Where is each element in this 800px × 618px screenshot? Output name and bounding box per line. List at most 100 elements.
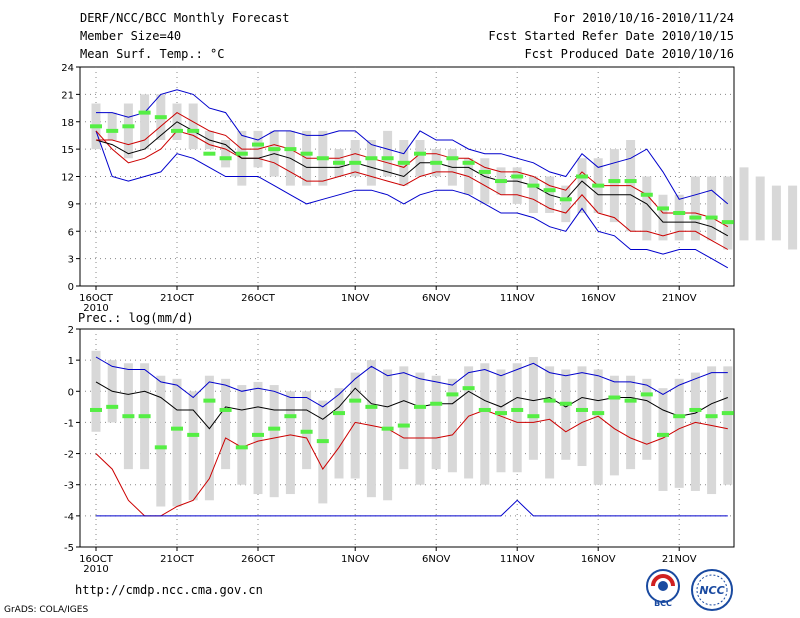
temp-spread-box bbox=[674, 194, 684, 241]
temp-ensemble-mean-marker bbox=[640, 192, 653, 197]
temp-xtick-label: 2010 bbox=[83, 303, 108, 314]
temp-ensemble-mean-marker bbox=[414, 151, 426, 156]
source-url[interactable]: http://cmdp.ncc.cma.gov.cn bbox=[75, 583, 263, 597]
temp-line-p90 bbox=[95, 130, 729, 250]
temp-ensemble-mean-marker bbox=[333, 160, 345, 165]
temp-spread-box bbox=[350, 140, 360, 177]
prec-ensemble-mean-marker bbox=[511, 407, 524, 412]
prec-spread-box bbox=[658, 388, 668, 491]
prec-spread-box bbox=[415, 372, 425, 485]
temp-ensemble-mean-marker bbox=[138, 110, 151, 115]
forecast-period: For 2010/10/16-2010/11/24 bbox=[553, 11, 734, 25]
prec-ensemble-mean-marker bbox=[187, 432, 200, 437]
temp-ensemble-mean-marker bbox=[284, 147, 297, 152]
temp-ensemble-mean-marker bbox=[446, 156, 459, 161]
prec-line-lower bbox=[95, 409, 728, 517]
temp-spread-box bbox=[512, 167, 522, 204]
temp-xtick-label: 16NOV bbox=[581, 293, 616, 304]
temp-ensemble-mean-marker bbox=[495, 179, 507, 184]
prec-spread-box bbox=[707, 366, 717, 495]
prec-ensemble-mean-marker bbox=[397, 423, 410, 428]
prec-ensemble-mean-marker bbox=[203, 398, 216, 403]
temp-xtick-label: 6NOV bbox=[422, 293, 451, 304]
prec-ensemble-mean-marker bbox=[349, 398, 362, 403]
prec-xtick-label: 11NOV bbox=[500, 554, 535, 565]
prec-spread-box bbox=[561, 369, 571, 460]
prec-spread-box bbox=[318, 400, 328, 504]
temp-xtick-label: 1NOV bbox=[341, 293, 370, 304]
temp-line-min bbox=[96, 89, 729, 205]
temp-ensemble-mean-marker bbox=[106, 128, 119, 133]
forecast-produced-date: Fcst Produced Date 2010/10/16 bbox=[524, 47, 734, 61]
prec-ensemble-mean-marker bbox=[559, 401, 572, 406]
prec-ensemble-mean-marker bbox=[689, 407, 702, 412]
temp-ensemble-mean-marker bbox=[90, 124, 102, 129]
prec-ensemble-mean-marker bbox=[527, 414, 540, 419]
prec-ytick-label: -5 bbox=[64, 543, 74, 554]
temp-spread-box bbox=[755, 176, 765, 241]
temp-spread-box bbox=[123, 103, 133, 159]
ncc-logo-text: NCC bbox=[699, 584, 724, 597]
prec-ensemble-mean-marker bbox=[657, 432, 669, 437]
grads-credit: GrADS: COLA/IGES bbox=[4, 605, 89, 615]
temp-ensemble-mean-marker bbox=[300, 151, 313, 156]
prec-spread-box bbox=[642, 378, 652, 460]
temp-ensemble-mean-marker bbox=[624, 179, 637, 184]
prec-ensemble-mean-marker bbox=[268, 426, 281, 431]
temp-ytick-label: 15 bbox=[61, 145, 74, 156]
temp-ensemble-mean-marker bbox=[154, 115, 167, 120]
prec-ensemble-mean-marker bbox=[721, 411, 734, 416]
prec-ensemble-mean-marker bbox=[462, 386, 475, 391]
chart-title: DERF/NCC/BCC Monthly Forecast bbox=[80, 11, 290, 25]
temp-xtick-label: 16OCT bbox=[79, 293, 114, 304]
prec-ensemble-mean-marker bbox=[673, 414, 686, 419]
temp-spread-box bbox=[577, 158, 587, 213]
forecast-started-date: Fcst Started Refer Date 2010/10/15 bbox=[488, 29, 734, 43]
temp-spread-box bbox=[561, 185, 571, 223]
prec-ensemble-mean-marker bbox=[414, 404, 426, 409]
prec-ensemble-mean-marker bbox=[252, 432, 264, 437]
prec-spread-box bbox=[204, 375, 214, 501]
bcc-logo-text: BCC bbox=[654, 599, 672, 608]
temp-line-max bbox=[95, 130, 729, 269]
temp-spread-box bbox=[658, 194, 668, 241]
prec-ensemble-mean-marker bbox=[138, 414, 151, 419]
prec-ensemble-mean-marker bbox=[154, 445, 167, 450]
prec-spread-box bbox=[512, 363, 522, 473]
temp-ytick-label: 24 bbox=[61, 63, 74, 74]
temp-spread-box bbox=[707, 176, 717, 241]
prec-spread-box bbox=[674, 378, 684, 488]
prec-spread-box bbox=[431, 375, 441, 470]
prec-xtick-label: 26OCT bbox=[241, 554, 276, 565]
temp-ensemble-mean-marker bbox=[592, 183, 605, 188]
temp-ensemble-mean-marker bbox=[430, 160, 443, 165]
temp-ytick-label: 9 bbox=[68, 200, 74, 211]
prec-ytick-label: -3 bbox=[64, 481, 74, 492]
prec-ensemble-mean-marker bbox=[316, 439, 329, 444]
prec-spread-box bbox=[334, 388, 344, 479]
temp-ensemble-mean-marker bbox=[365, 156, 378, 161]
temp-spread-box bbox=[690, 176, 700, 241]
prec-spread-box bbox=[285, 391, 295, 495]
prec-spread-box bbox=[188, 391, 198, 501]
prec-spread-box bbox=[496, 369, 506, 473]
temp-ensemble-mean-marker bbox=[171, 128, 183, 133]
prec-frame bbox=[79, 328, 735, 548]
prec-spread-box bbox=[91, 350, 101, 432]
temp-spread-box bbox=[528, 176, 538, 213]
temp-spread-box bbox=[188, 103, 198, 150]
temp-ensemble-mean-marker bbox=[462, 160, 475, 165]
temp-spread-box bbox=[739, 167, 749, 241]
temp-spread-box bbox=[107, 112, 117, 140]
temp-xtick-label: 21OCT bbox=[160, 293, 195, 304]
temp-ensemble-mean-marker bbox=[349, 160, 362, 165]
temp-spread-box bbox=[480, 158, 490, 204]
prec-xtick-label: 21OCT bbox=[160, 554, 195, 565]
variable-label: Mean Surf. Temp.: °C bbox=[80, 47, 225, 61]
prec-ensemble-mean-marker bbox=[171, 426, 183, 431]
prec-ytick-label: -1 bbox=[64, 418, 74, 429]
prec-ensemble-mean-marker bbox=[365, 404, 378, 409]
temp-line-mean bbox=[95, 121, 729, 237]
